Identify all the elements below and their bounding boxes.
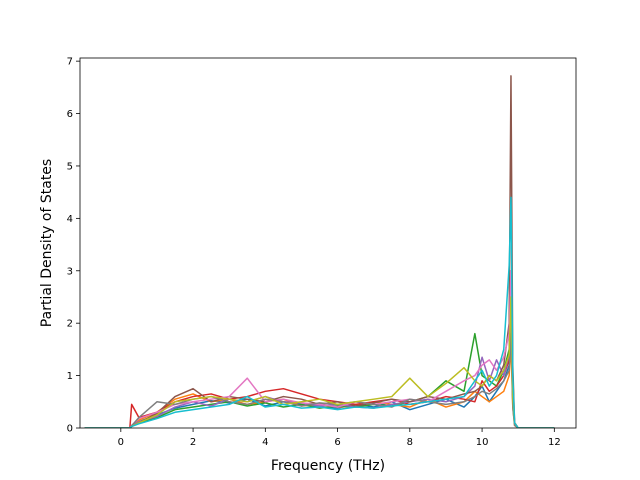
y-tick-label: 0 <box>67 424 73 435</box>
series-line-9 <box>84 296 555 428</box>
series-line-10 <box>84 196 555 428</box>
y-axis-label: Partial Density of States <box>39 159 55 327</box>
series-line-8 <box>84 332 555 428</box>
plot-frame <box>79 57 577 429</box>
x-tick-label: 6 <box>334 437 340 448</box>
y-tick-label: 3 <box>67 266 73 277</box>
x-axis-ticks: 0 2 4 6 8 10 12 <box>118 428 561 448</box>
x-tick-label: 8 <box>407 437 413 448</box>
y-tick-label: 2 <box>67 319 73 330</box>
y-tick-label: 7 <box>67 57 73 68</box>
series-line-3 <box>84 301 555 428</box>
y-tick-label: 5 <box>67 161 73 172</box>
x-axis-label: Frequency (THz) <box>271 458 385 474</box>
y-tick-label: 6 <box>67 109 73 120</box>
series-layer <box>84 75 555 428</box>
y-tick-label: 1 <box>67 371 73 382</box>
x-tick-label: 4 <box>262 437 268 448</box>
y-axis-ticks: 0 1 2 3 4 5 6 7 <box>67 57 80 435</box>
y-tick-label: 4 <box>67 214 73 225</box>
x-tick-label: 0 <box>118 437 124 448</box>
x-tick-label: 12 <box>548 437 561 448</box>
x-tick-label: 2 <box>190 437 196 448</box>
x-tick-label: 10 <box>476 437 489 448</box>
